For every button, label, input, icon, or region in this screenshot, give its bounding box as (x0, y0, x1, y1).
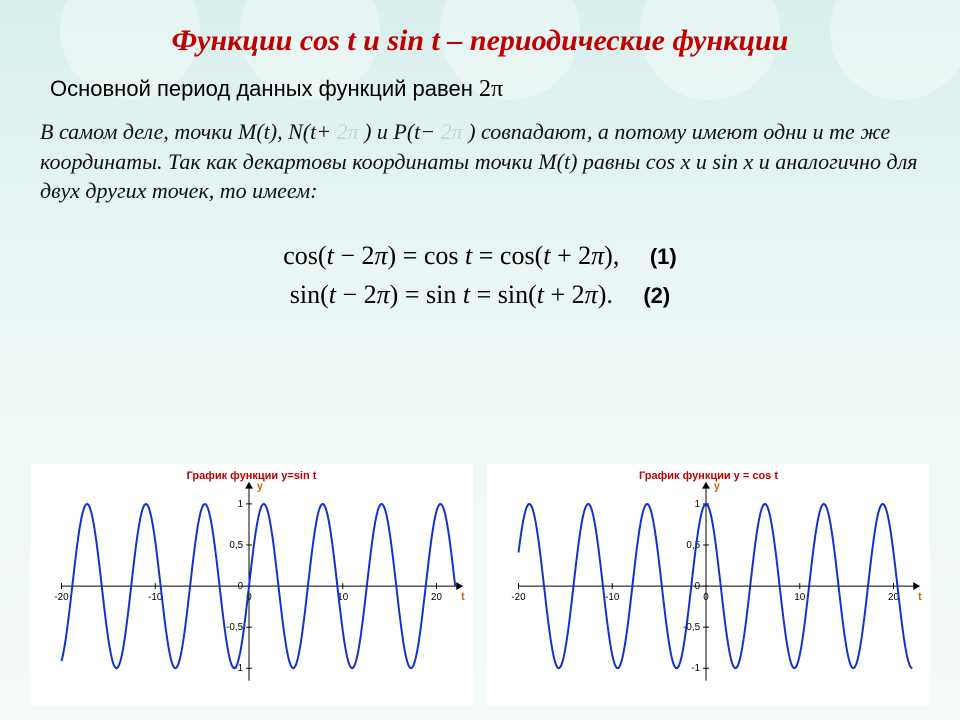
slide-title: Функции cos t и sin t – периодические фу… (40, 24, 920, 58)
explanation-text: В самом деле, точки M(t), N(t+ 2π ) и P(… (40, 119, 918, 203)
equations-block: cos(t − 2π) = cos t = cos(t + 2π), (1) s… (40, 236, 920, 314)
equation-2: sin(t − 2π) = sin t = sin(t + 2π). (290, 280, 613, 309)
period-prefix: Основной период данных функций равен (50, 76, 479, 101)
ghost-2pi-1: 2π (337, 119, 359, 144)
slide-content: Функции cos t и sin t – периодические фу… (0, 0, 960, 314)
explanation-paragraph: В самом деле, точки M(t), N(t+ 2π ) и P(… (40, 117, 920, 206)
equation-1-row: cos(t − 2π) = cos t = cos(t + 2π), (1) (283, 236, 676, 275)
equation-2-label: (2) (643, 283, 670, 308)
ghost-2pi-2: 2π (441, 119, 463, 144)
equation-1-label: (1) (650, 244, 677, 269)
equation-1: cos(t − 2π) = cos t = cos(t + 2π), (283, 241, 619, 270)
period-symbol: 2π (479, 76, 503, 102)
period-statement: Основной период данных функций равен 2π (40, 76, 920, 103)
equation-2-row: sin(t − 2π) = sin t = sin(t + 2π). (2) (290, 275, 671, 314)
